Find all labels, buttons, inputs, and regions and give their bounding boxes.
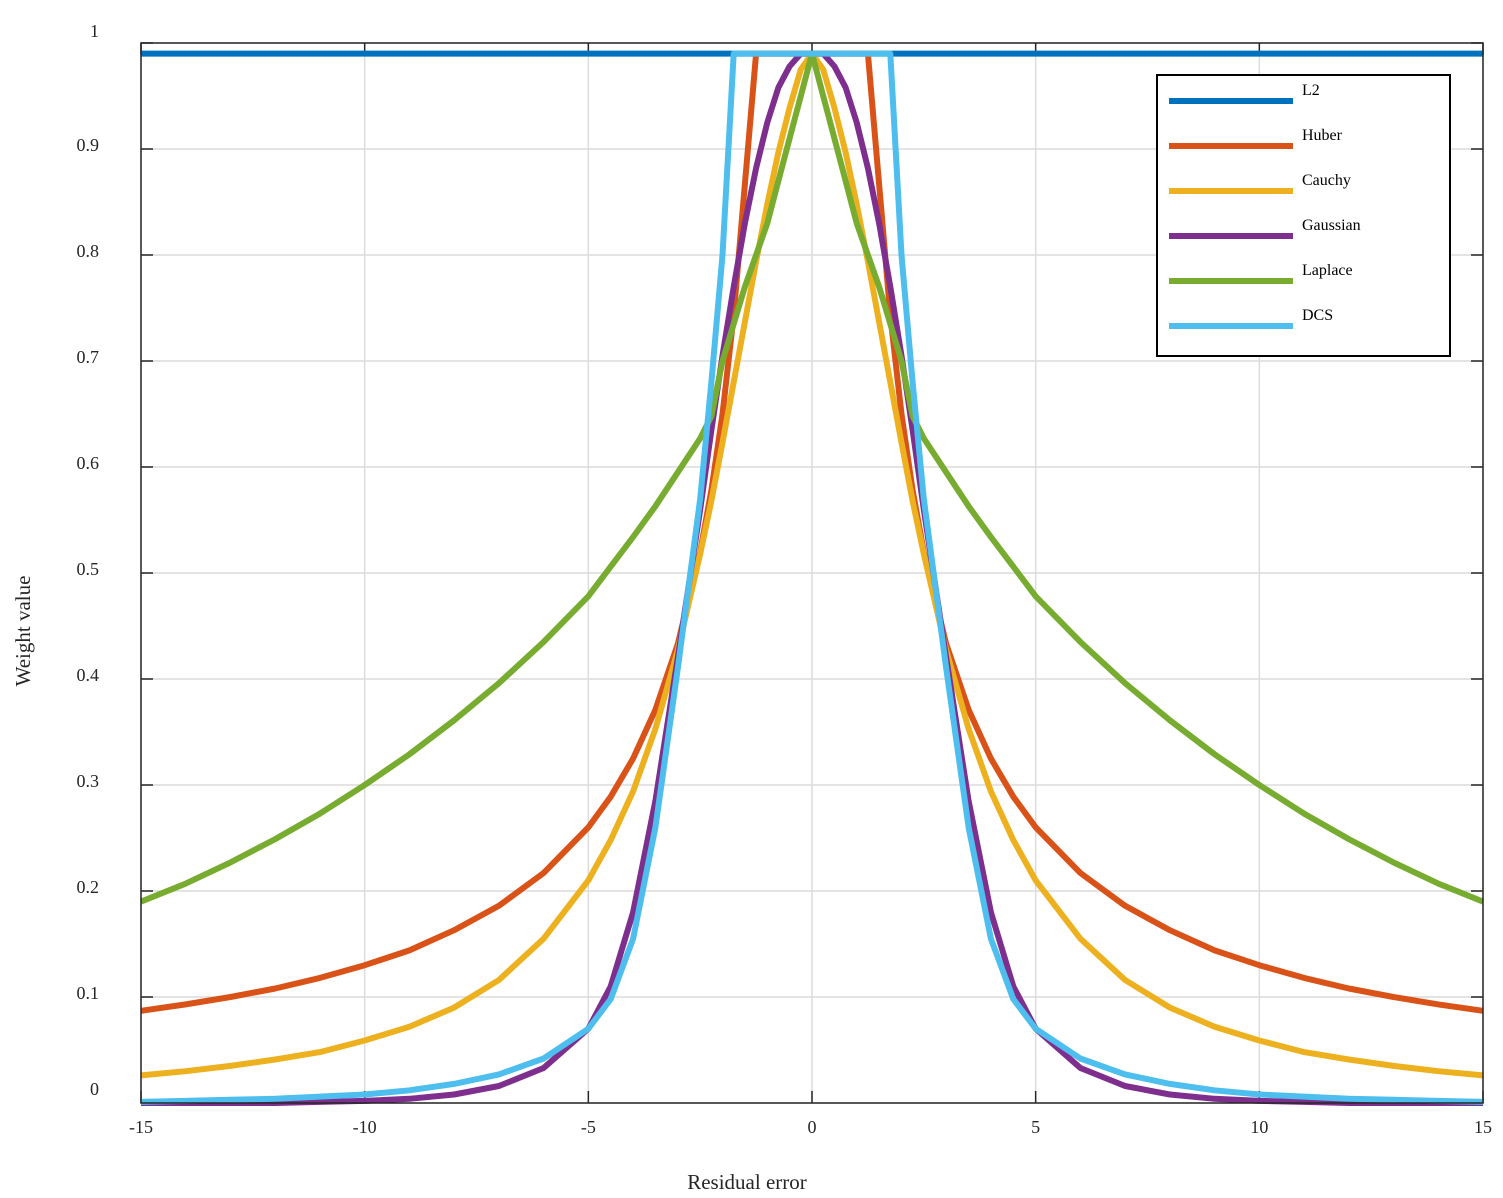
x-tick-label: 10: [1250, 1117, 1268, 1137]
x-tick-labels: -15 -10 -5 0 5 10 15: [129, 1117, 1492, 1137]
x-tick-label: 15: [1474, 1117, 1492, 1137]
legend-label-gaussian: Gaussian: [1302, 217, 1361, 234]
y-tick-label: 1: [90, 21, 99, 41]
series-line-dcs: [140, 50, 1484, 1105]
y-tick-labels: 0 0.1 0.2 0.3 0.4 0.5 0.6 0.7 0.8 0.9 1: [77, 21, 100, 1099]
x-tick-label: -10: [353, 1117, 377, 1137]
series-lines: [139, 50, 1485, 1106]
y-tick-label: 0.9: [77, 135, 100, 155]
y-tick-label: 0.3: [77, 771, 100, 791]
y-axis-title: Weight value: [11, 576, 35, 687]
y-tick-label: 0.5: [77, 559, 100, 579]
legend-label-dcs: DCS: [1302, 307, 1333, 324]
x-tick-label: -15: [129, 1117, 153, 1137]
y-tick-label: 0.8: [77, 241, 100, 261]
legend-box: [1156, 74, 1451, 357]
y-tick-label: 0.4: [77, 665, 100, 685]
legend: L2 Huber Cauchy Gaussian Laplace DCS: [1156, 74, 1451, 357]
y-tick-label: 0.2: [77, 877, 100, 897]
y-tick-label: 0: [90, 1079, 99, 1099]
legend-label-laplace: Laplace: [1302, 262, 1353, 279]
x-axis-title: Residual error: [687, 1170, 807, 1194]
y-tick-label: 0.1: [77, 983, 100, 1003]
x-tick-label: 5: [1031, 1117, 1040, 1137]
y-tick-label: 0.7: [77, 347, 100, 367]
legend-label-l2: L2: [1302, 82, 1320, 99]
y-tick-label: 0.6: [77, 453, 100, 473]
plot-frame: [140, 42, 1484, 1104]
legend-label-huber: Huber: [1302, 127, 1343, 144]
x-tick-label: 0: [808, 1117, 817, 1137]
legend-label-cauchy: Cauchy: [1302, 172, 1351, 189]
x-tick-label: -5: [581, 1117, 596, 1137]
